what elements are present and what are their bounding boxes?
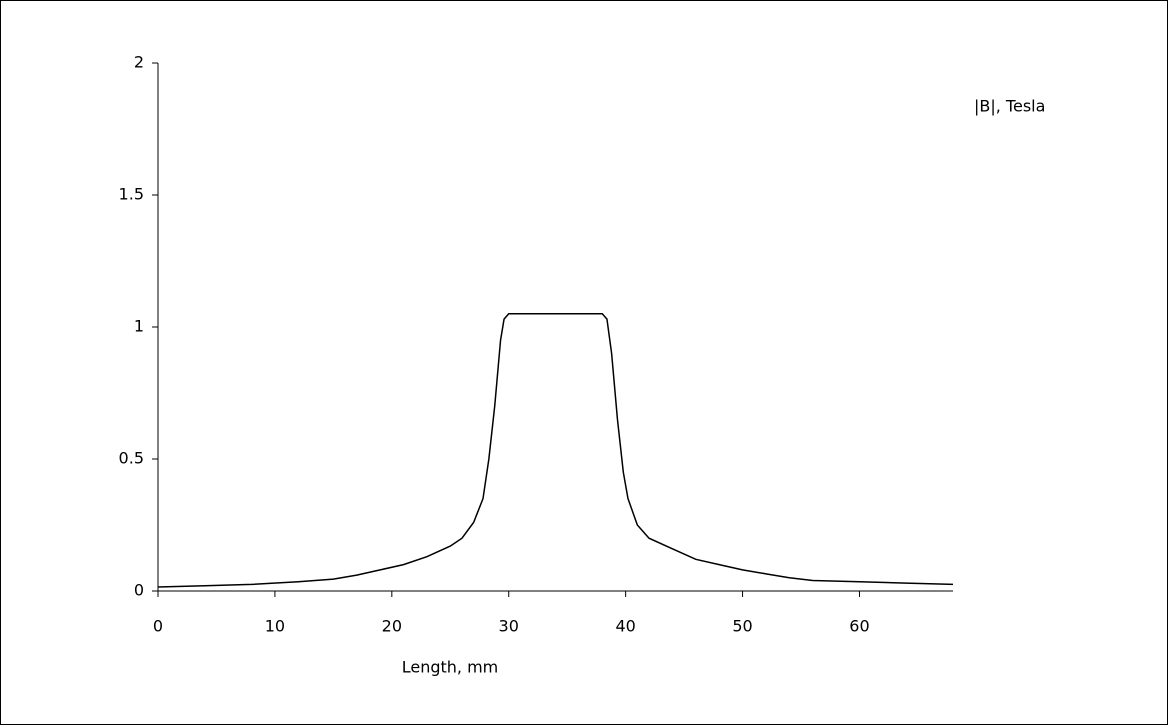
x-tick-label: 30: [499, 617, 519, 636]
y-axis-label: |B|, Tesla: [974, 97, 1045, 116]
x-tick-label: 60: [849, 617, 869, 636]
x-axis-label: Length, mm: [402, 658, 499, 677]
y-tick-label: 1: [134, 317, 144, 336]
x-tick-label: 10: [265, 617, 285, 636]
y-tick-label: 2: [134, 53, 144, 72]
x-tick-label: 40: [615, 617, 635, 636]
x-tick-label: 0: [153, 617, 163, 636]
y-tick-label: 1.5: [119, 185, 144, 204]
x-tick-label: 50: [732, 617, 752, 636]
x-tick-label: 20: [382, 617, 402, 636]
y-tick-label: 0: [134, 581, 144, 600]
data-line: [157, 313, 954, 588]
y-tick-label: 0.5: [119, 449, 144, 468]
